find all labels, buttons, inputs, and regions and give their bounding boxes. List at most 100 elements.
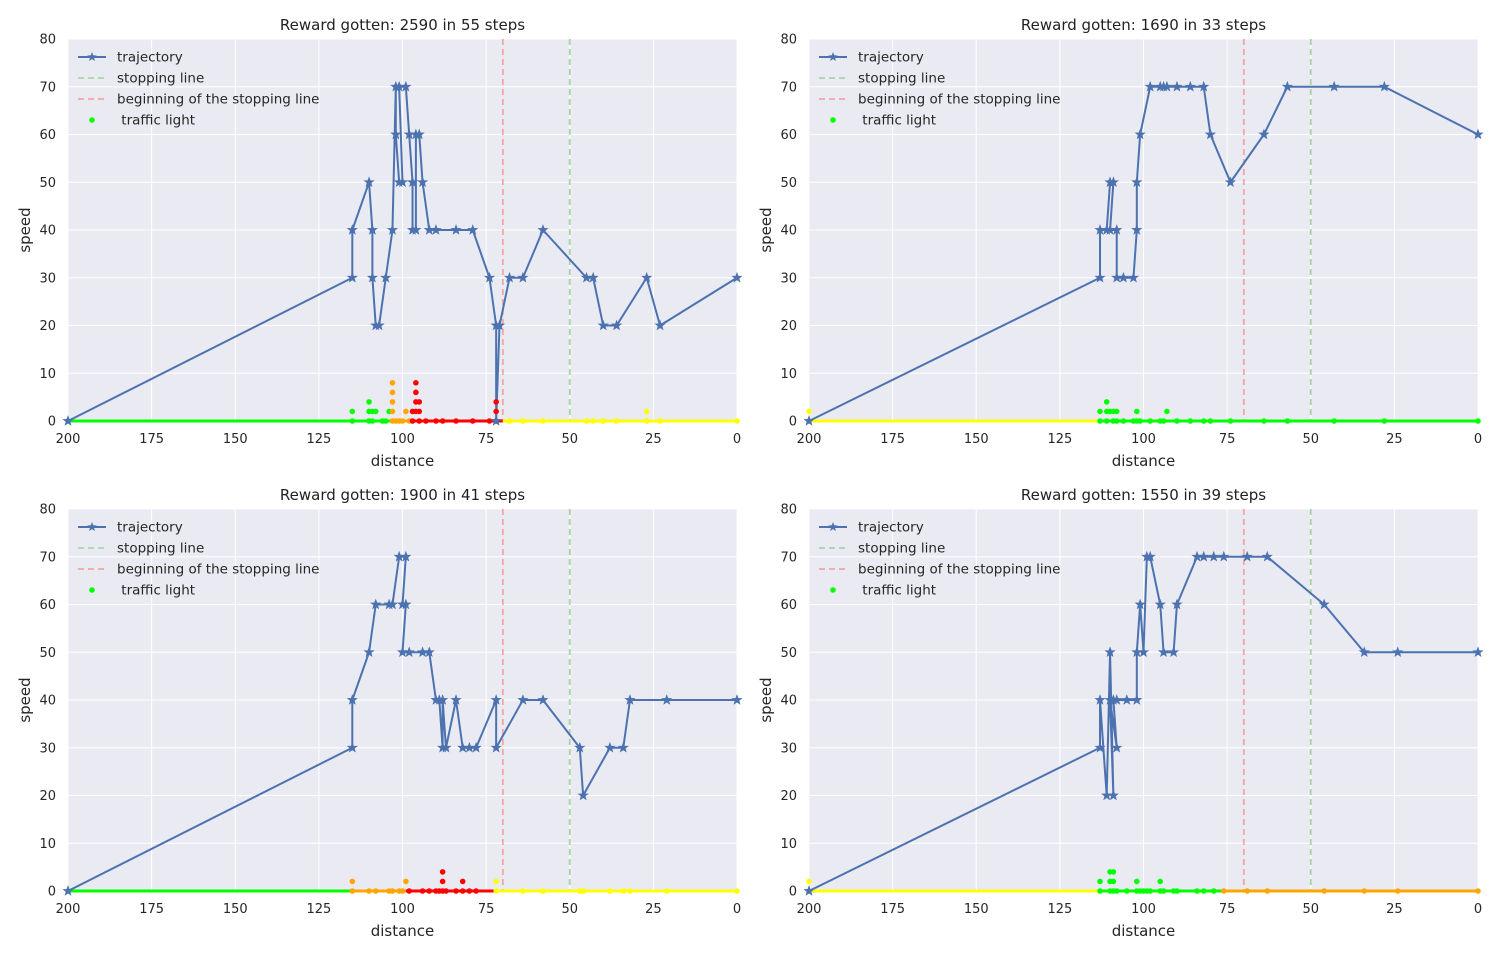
trajectory-point xyxy=(661,694,673,705)
traffic-light-point-green xyxy=(1097,408,1103,415)
trajectory-point xyxy=(416,176,429,187)
legend: trajectory stopping line beginning of the … xyxy=(819,50,1060,129)
trajectory-point xyxy=(604,741,616,753)
traffic-light-point-green xyxy=(1160,418,1167,424)
traffic-light-point-orange xyxy=(1475,888,1481,894)
traffic-light-point-yellow xyxy=(663,888,670,894)
legend-stopping-line-label: stopping line xyxy=(858,541,945,557)
y-tick-label: 50 xyxy=(780,646,797,661)
y-tick-label: 0 xyxy=(789,885,797,900)
x-tick-label: 125 xyxy=(1047,432,1072,447)
trajectory-point xyxy=(577,789,589,801)
traffic-light-point-yellow xyxy=(734,418,740,424)
trajectory-point xyxy=(1144,550,1156,562)
trajectory-point xyxy=(1358,646,1370,657)
x-tick-label: 75 xyxy=(1219,432,1236,447)
y-tick-label: 30 xyxy=(39,741,56,756)
trajectory-point xyxy=(1472,646,1484,657)
traffic-light-point-red xyxy=(439,878,446,885)
traffic-light-point-yellow xyxy=(493,888,499,894)
trajectory-point xyxy=(1127,271,1140,283)
y-tick-label: 60 xyxy=(39,128,56,143)
traffic-light-point-green xyxy=(1147,418,1153,424)
trajectory-point xyxy=(1121,694,1133,705)
trajectory-point xyxy=(400,80,412,92)
y-tick-label: 80 xyxy=(39,503,56,518)
x-tick-label: 25 xyxy=(1386,432,1403,447)
traffic-light-point-orange xyxy=(1394,888,1401,894)
traffic-light-point-green xyxy=(1113,418,1120,424)
y-tick-label: 60 xyxy=(39,598,56,613)
trajectory-point xyxy=(1472,128,1484,140)
trajectory-point xyxy=(363,646,375,657)
legend-traffic-light-marker xyxy=(89,117,95,123)
y-tick-label: 30 xyxy=(780,741,797,756)
trajectory-point xyxy=(400,550,412,562)
trajectory-point xyxy=(1104,646,1116,657)
x-tick-label: 50 xyxy=(1302,902,1319,917)
traffic-light-point-red xyxy=(416,399,423,405)
traffic-light-point-green xyxy=(1097,888,1103,894)
trajectory-point xyxy=(62,415,74,426)
traffic-light-point-green xyxy=(366,399,372,405)
traffic-light-point-green xyxy=(1103,418,1110,424)
x-tick-label: 25 xyxy=(645,902,662,917)
traffic-light-point-green xyxy=(1110,878,1117,885)
traffic-light-point-yellow xyxy=(806,408,812,415)
traffic-light-point-red xyxy=(469,418,476,424)
traffic-light-point-orange xyxy=(399,888,406,894)
traffic-light-point-green xyxy=(1110,869,1117,875)
traffic-light-point-green xyxy=(1134,408,1140,415)
x-tick-label: 50 xyxy=(1302,432,1319,447)
traffic-light-point-green xyxy=(1157,878,1164,885)
legend-trajectory-label: trajectory xyxy=(858,50,924,66)
trajectory-point xyxy=(370,598,382,610)
trajectory-point xyxy=(1258,128,1270,140)
traffic-light-point-green xyxy=(1331,418,1337,424)
trajectory-point xyxy=(1208,550,1220,562)
traffic-light-point-red xyxy=(413,389,419,396)
trajectory-point xyxy=(1137,646,1150,657)
traffic-light-point-red xyxy=(459,878,466,885)
y-tick-label: 40 xyxy=(39,694,56,709)
trajectory-point xyxy=(611,319,623,331)
trajectory-point xyxy=(654,319,666,331)
x-tick-label: 175 xyxy=(139,432,164,447)
y-tick-label: 0 xyxy=(48,885,56,900)
x-tick-label: 125 xyxy=(306,432,331,447)
trajectory-point xyxy=(413,128,425,140)
x-tick-label: 175 xyxy=(139,902,164,917)
trajectory-point xyxy=(517,271,529,283)
plot-content xyxy=(62,39,743,426)
trajectory-point xyxy=(363,176,375,187)
traffic-light-point-orange xyxy=(389,380,396,386)
chart-title: Reward gotten: 1690 in 33 steps xyxy=(1021,16,1266,34)
traffic-light-point-yellow xyxy=(506,418,513,424)
traffic-light-point-red xyxy=(493,399,499,405)
traffic-light-point-orange xyxy=(366,888,372,894)
y-tick-label: 40 xyxy=(39,224,56,239)
trajectory-point xyxy=(803,885,815,896)
trajectory-point xyxy=(624,694,636,705)
traffic-light-point-green xyxy=(1284,418,1291,424)
traffic-light-point-orange xyxy=(389,408,396,415)
trajectory-point xyxy=(537,694,549,705)
trajectory-point xyxy=(1157,646,1170,657)
traffic-light-point-yellow xyxy=(643,418,650,424)
traffic-light-point-red xyxy=(473,888,479,894)
trajectory-point xyxy=(373,319,385,331)
legend-trajectory-label: trajectory xyxy=(117,50,183,66)
x-axis-label: distance xyxy=(1112,452,1176,470)
traffic-light-point-yellow xyxy=(620,888,627,894)
x-tick-label: 100 xyxy=(1131,902,1156,917)
legend-traffic-light-label: traffic light xyxy=(858,583,936,599)
traffic-light-point-orange xyxy=(372,888,379,894)
chart-panel-4: 200 175 150 125 100 75 50 25 0 0 10 20 30 40 50 60 70 80 R… xyxy=(757,486,1484,940)
chart-title: Reward gotten: 2590 in 55 steps xyxy=(280,16,525,34)
trajectory-point xyxy=(346,271,358,283)
traffic-light-point-yellow xyxy=(520,888,526,894)
traffic-light-point-red xyxy=(416,408,423,415)
x-tick-label: 125 xyxy=(1047,902,1072,917)
traffic-light-point-orange xyxy=(389,888,396,894)
trajectory-point xyxy=(1111,741,1123,753)
